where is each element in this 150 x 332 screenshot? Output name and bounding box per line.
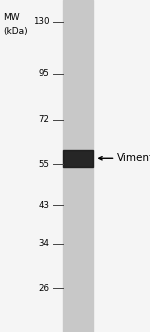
Text: 95: 95	[39, 69, 50, 78]
Text: Vimentin: Vimentin	[117, 153, 150, 163]
Text: 34: 34	[39, 239, 50, 248]
Bar	[63, 150, 93, 167]
Text: 130: 130	[33, 17, 50, 26]
Bar	[63, 0, 93, 332]
Text: 72: 72	[39, 115, 50, 124]
Text: 26: 26	[39, 284, 50, 293]
Text: (kDa): (kDa)	[3, 27, 28, 36]
Text: 43: 43	[39, 201, 50, 209]
Text: MW: MW	[3, 13, 20, 22]
Text: 55: 55	[39, 160, 50, 169]
